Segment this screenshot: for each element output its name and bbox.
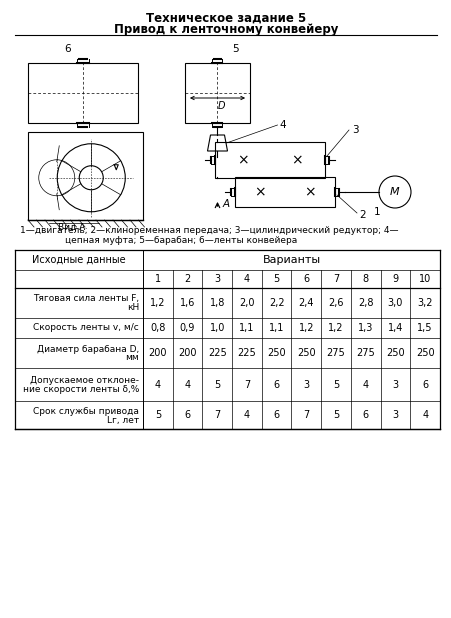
Text: 5: 5	[332, 410, 338, 420]
Text: 3,2: 3,2	[416, 298, 432, 308]
Text: 2,2: 2,2	[268, 298, 284, 308]
Text: ×: ×	[253, 185, 265, 199]
Text: 3: 3	[351, 125, 358, 135]
Text: 275: 275	[355, 348, 374, 358]
Text: ×: ×	[290, 153, 302, 167]
Text: 4: 4	[279, 120, 285, 130]
Text: 9: 9	[391, 274, 398, 284]
Text: ние скорости ленты δ,%: ние скорости ленты δ,%	[23, 385, 139, 394]
Text: 1: 1	[154, 274, 161, 284]
Bar	[215, 142, 324, 178]
Text: 200: 200	[178, 348, 196, 358]
Text: 7: 7	[303, 410, 309, 420]
Text: 2,4: 2,4	[298, 298, 313, 308]
Text: 1,6: 1,6	[179, 298, 195, 308]
Text: 4: 4	[154, 379, 161, 389]
Text: 7: 7	[214, 410, 220, 420]
Text: Lг, лет: Lг, лет	[106, 415, 139, 425]
Text: 6: 6	[184, 410, 190, 420]
Text: 250: 250	[415, 348, 433, 358]
Text: 275: 275	[326, 348, 345, 358]
Text: 4: 4	[244, 410, 249, 420]
Text: 3: 3	[303, 379, 309, 389]
Text: 1,3: 1,3	[357, 323, 373, 333]
Text: 3: 3	[391, 379, 398, 389]
Text: 250: 250	[296, 348, 315, 358]
Text: 4: 4	[244, 274, 249, 284]
Text: 1,8: 1,8	[209, 298, 225, 308]
Text: 1—двигатель; 2—клиноременная передача; 3—цилиндрический редуктор; 4—: 1—двигатель; 2—клиноременная передача; 3…	[20, 226, 398, 235]
Bar	[235, 177, 334, 207]
Text: М: М	[389, 187, 399, 197]
Text: 4: 4	[184, 379, 190, 389]
Bar	[184, 63, 249, 123]
Text: 2,0: 2,0	[239, 298, 254, 308]
Text: Вид А: Вид А	[58, 223, 85, 232]
Text: 225: 225	[237, 348, 256, 358]
Bar	[28, 63, 138, 123]
Text: 2: 2	[359, 210, 365, 220]
Text: 1,2: 1,2	[150, 298, 165, 308]
Text: 200: 200	[148, 348, 167, 358]
Text: 1: 1	[373, 207, 379, 217]
Text: 2,6: 2,6	[327, 298, 343, 308]
Text: 1,4: 1,4	[387, 323, 402, 333]
Text: 2: 2	[184, 274, 190, 284]
Text: 1,0: 1,0	[209, 323, 225, 333]
Text: Техническое задание 5: Техническое задание 5	[146, 12, 305, 25]
Text: 5: 5	[154, 410, 161, 420]
Text: 5: 5	[332, 379, 338, 389]
Text: 1,1: 1,1	[239, 323, 254, 333]
Text: 4: 4	[362, 379, 368, 389]
Text: 6: 6	[362, 410, 368, 420]
Text: 6: 6	[64, 44, 71, 54]
Text: 4: 4	[421, 410, 427, 420]
Text: 250: 250	[267, 348, 285, 358]
Text: 6: 6	[273, 410, 279, 420]
Text: А: А	[222, 199, 229, 209]
Text: 3: 3	[214, 274, 220, 284]
Text: 5: 5	[273, 274, 279, 284]
Text: 250: 250	[385, 348, 404, 358]
Text: 7: 7	[332, 274, 338, 284]
Text: 1,5: 1,5	[416, 323, 432, 333]
Text: 10: 10	[418, 274, 430, 284]
Text: 0,9: 0,9	[179, 323, 195, 333]
Text: 0,8: 0,8	[150, 323, 165, 333]
Text: Исходные данные: Исходные данные	[32, 255, 125, 265]
Text: D: D	[217, 101, 225, 111]
Text: Диаметр барабана D,: Диаметр барабана D,	[37, 344, 139, 353]
Text: Варианты: Варианты	[262, 255, 320, 265]
Text: Тяговая сила ленты F,: Тяговая сила ленты F,	[33, 295, 139, 303]
Text: Допускаемое отклоне-: Допускаемое отклоне-	[30, 376, 139, 385]
Text: Привод к ленточному конвейеру: Привод к ленточному конвейеру	[114, 23, 337, 36]
Text: 6: 6	[273, 379, 279, 389]
Text: 3,0: 3,0	[387, 298, 402, 308]
Text: ×: ×	[304, 185, 315, 199]
Text: 1,2: 1,2	[327, 323, 343, 333]
Text: 1,2: 1,2	[298, 323, 313, 333]
Text: 7: 7	[243, 379, 249, 389]
Text: 225: 225	[207, 348, 226, 358]
Text: 1,1: 1,1	[268, 323, 284, 333]
Text: Срок службы привода: Срок службы привода	[33, 407, 139, 415]
Text: цепная муфта; 5—барабан; 6—ленты конвейера: цепная муфта; 5—барабан; 6—ленты конвейе…	[65, 236, 297, 245]
Text: 6: 6	[303, 274, 309, 284]
Text: 8: 8	[362, 274, 368, 284]
Text: 5: 5	[232, 44, 238, 54]
Text: Скорость ленты v, м/с: Скорость ленты v, м/с	[33, 323, 139, 332]
Bar	[28, 132, 143, 220]
Text: 2,8: 2,8	[357, 298, 373, 308]
Text: 3: 3	[391, 410, 398, 420]
Text: 6: 6	[421, 379, 427, 389]
Text: 5: 5	[214, 379, 220, 389]
Text: ×: ×	[237, 153, 248, 167]
Text: кН: кН	[126, 303, 139, 313]
Text: мм: мм	[125, 353, 139, 363]
